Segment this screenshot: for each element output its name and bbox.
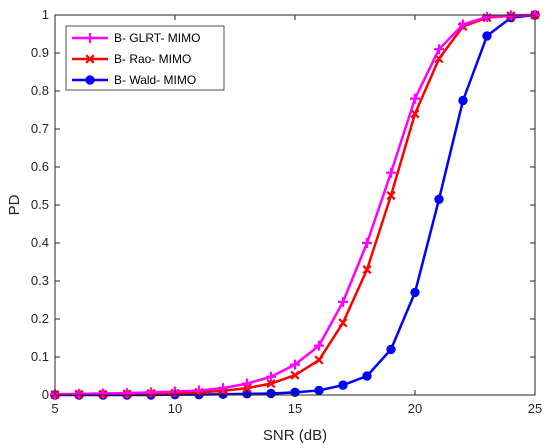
legend-entry-b-wald-mimo: B- Wald- MIMO bbox=[72, 73, 196, 87]
data-point-x-marker bbox=[266, 379, 276, 389]
y-axis-title: PD bbox=[6, 194, 23, 215]
series-b-glrt-mimo bbox=[50, 10, 540, 400]
x-tick-label: 25 bbox=[528, 401, 542, 416]
data-point-plus-marker bbox=[290, 359, 300, 370]
data-point-circle-marker bbox=[434, 194, 444, 205]
data-point-plus-marker bbox=[194, 385, 204, 396]
tick-layer: 5 10 15 20 25 0 0.1 0.2 0.3 0.4 0.5 0.6 0.7 0.8 0.9 1 bbox=[31, 7, 542, 416]
data-point-x-marker bbox=[386, 190, 396, 201]
y-tick-label: 0.8 bbox=[31, 83, 49, 98]
data-point-circle-marker bbox=[338, 380, 348, 390]
y-tick-label: 0.2 bbox=[31, 311, 49, 326]
legend-label: B- Wald- MIMO bbox=[114, 73, 196, 87]
data-point-x-marker bbox=[290, 370, 300, 380]
legend-entry-b-glrt-mimo: B- GLRT- MIMO bbox=[72, 31, 200, 45]
x-tick-label: 5 bbox=[51, 401, 58, 416]
legend-label: B- Rao- MIMO bbox=[114, 52, 191, 66]
data-point-x-marker bbox=[362, 265, 372, 275]
data-point-circle-marker bbox=[85, 75, 95, 85]
data-point-plus-marker bbox=[434, 44, 444, 55]
y-tick-label: 0 bbox=[42, 387, 49, 402]
data-point-plus-marker bbox=[482, 11, 492, 22]
data-point-x-marker bbox=[338, 318, 348, 328]
data-point-circle-marker bbox=[386, 344, 396, 355]
data-point-plus-marker bbox=[458, 19, 468, 30]
y-tick-label: 0.5 bbox=[31, 197, 49, 212]
legend-label: B- GLRT- MIMO bbox=[114, 31, 200, 45]
data-point-circle-marker bbox=[482, 31, 492, 41]
data-point-plus-marker bbox=[242, 378, 252, 389]
data-point-plus-marker bbox=[410, 93, 420, 104]
y-tick-label: 0.4 bbox=[31, 235, 49, 250]
data-point-circle-marker bbox=[362, 371, 372, 381]
y-tick-label: 1 bbox=[42, 7, 49, 22]
data-point-plus-marker bbox=[386, 167, 396, 178]
y-tick-label: 0.1 bbox=[31, 349, 49, 364]
data-point-x-marker bbox=[85, 54, 95, 64]
x-tick-label: 20 bbox=[408, 401, 422, 416]
y-tick-label: 0.3 bbox=[31, 273, 49, 288]
data-point-circle-marker bbox=[458, 95, 468, 106]
data-point-plus-marker bbox=[362, 238, 372, 248]
data-point-x-marker bbox=[410, 109, 420, 119]
data-point-plus-marker bbox=[218, 383, 228, 394]
y-tick-label: 0.6 bbox=[31, 159, 49, 174]
data-point-plus-marker bbox=[338, 296, 348, 307]
data-point-plus-marker bbox=[98, 388, 108, 399]
plot-frame bbox=[54, 14, 536, 396]
x-axis-title: SNR (dB) bbox=[263, 427, 327, 444]
legend-entry-b-rao-mimo: B- Rao- MIMO bbox=[72, 52, 191, 66]
data-point-plus-marker bbox=[266, 371, 276, 382]
data-point-plus-marker bbox=[74, 388, 84, 399]
y-tick-label: 0.9 bbox=[31, 45, 49, 60]
data-point-plus-marker bbox=[314, 340, 324, 351]
data-point-circle-marker bbox=[266, 388, 276, 399]
legend: B- GLRT- MIMO B- Rao- MIMO B- Wald- MIMO bbox=[65, 25, 225, 91]
data-point-plus-marker bbox=[122, 388, 132, 399]
data-point-circle-marker bbox=[410, 287, 420, 298]
y-tick-label: 0.7 bbox=[31, 121, 49, 136]
data-point-x-marker bbox=[314, 355, 324, 365]
x-tick-label: 15 bbox=[288, 401, 302, 416]
data-point-plus-marker bbox=[85, 33, 95, 43]
data-point-plus-marker bbox=[146, 387, 156, 398]
x-tick-label: 10 bbox=[168, 401, 182, 416]
data-point-circle-marker bbox=[314, 385, 324, 396]
